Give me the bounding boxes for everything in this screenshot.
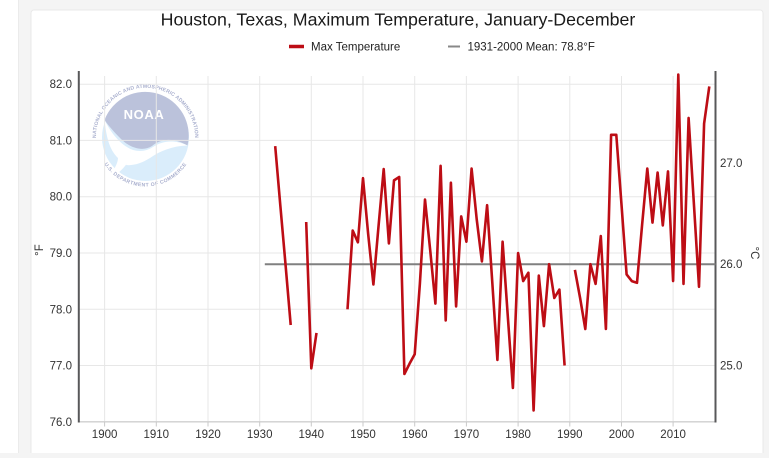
svg-text:25.0: 25.0 [720, 361, 742, 373]
svg-text:1970: 1970 [454, 429, 480, 441]
svg-text:1920: 1920 [195, 429, 221, 441]
svg-text:1931-2000 Mean: 78.8°F: 1931-2000 Mean: 78.8°F [468, 42, 595, 54]
svg-text:2000: 2000 [609, 429, 635, 441]
svg-text:°F: °F [34, 244, 46, 256]
svg-text:77.0: 77.0 [50, 361, 72, 373]
svg-text:26.0: 26.0 [720, 259, 742, 271]
svg-text:1980: 1980 [505, 429, 531, 441]
svg-text:1960: 1960 [402, 429, 428, 441]
svg-text:79.0: 79.0 [50, 248, 72, 260]
svg-text:27.0: 27.0 [720, 158, 742, 170]
svg-text:1940: 1940 [299, 429, 325, 441]
svg-text:1900: 1900 [92, 429, 118, 441]
svg-text:NOAA: NOAA [124, 107, 165, 122]
svg-text:°C: °C [748, 247, 760, 260]
svg-text:Max Temperature: Max Temperature [311, 42, 400, 54]
svg-text:Houston, Texas, Maximum Temper: Houston, Texas, Maximum Temperature, Jan… [161, 10, 636, 30]
svg-text:82.0: 82.0 [50, 79, 72, 91]
svg-text:81.0: 81.0 [50, 135, 72, 147]
svg-text:1950: 1950 [350, 429, 376, 441]
svg-text:80.0: 80.0 [50, 192, 72, 204]
svg-text:2010: 2010 [660, 429, 686, 441]
svg-text:78.0: 78.0 [50, 304, 72, 316]
svg-text:1990: 1990 [557, 429, 583, 441]
svg-text:76.0: 76.0 [50, 417, 72, 429]
svg-text:1930: 1930 [247, 429, 273, 441]
svg-text:1910: 1910 [144, 429, 170, 441]
